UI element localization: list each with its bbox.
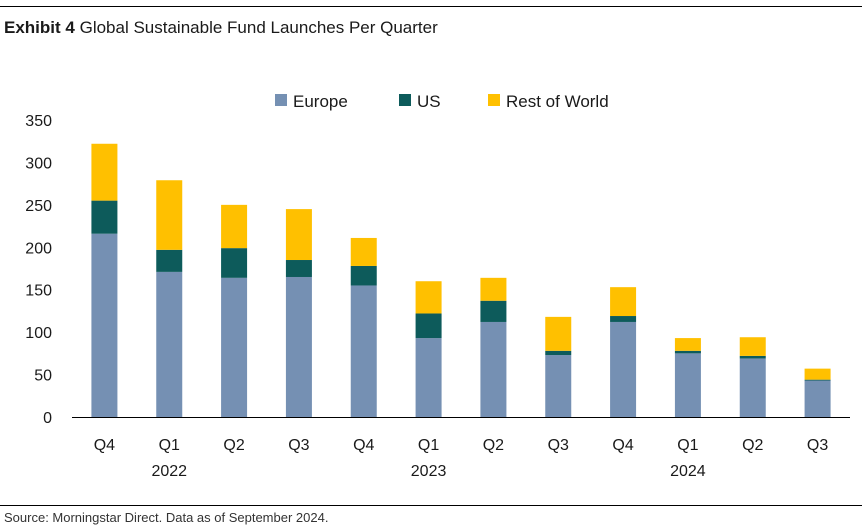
x-tick-label: Q3 <box>288 437 309 454</box>
x-tick-label: Q2 <box>223 437 244 454</box>
bar-rest-of-world <box>610 287 637 317</box>
y-tick-label: 50 <box>34 368 52 385</box>
bar-us <box>221 248 248 278</box>
bar-rest-of-world <box>804 368 831 380</box>
year-label: 2024 <box>670 463 706 480</box>
bar-europe <box>156 271 183 417</box>
bar-europe <box>739 358 766 417</box>
legend-label: Europe <box>293 92 348 111</box>
y-tick-label: 300 <box>25 155 52 172</box>
x-tick-label: Q4 <box>353 437 374 454</box>
y-tick-label: 350 <box>25 113 52 130</box>
legend-swatch <box>275 94 287 106</box>
bar-europe <box>91 233 118 417</box>
bottom-rule <box>0 505 862 506</box>
bar-rest-of-world <box>415 281 442 314</box>
bar-rest-of-world <box>156 180 183 250</box>
bar-rest-of-world <box>545 316 572 351</box>
bar-us <box>674 350 701 354</box>
x-tick-label: Q4 <box>94 437 115 454</box>
chart-title: Global Sustainable Fund Launches Per Qua… <box>79 18 438 37</box>
stacked-bar-chart: 0 50 100 150 200 250 300 350 Q4 Q1 Q2 Q3 Q4 Q1 Q2 Q3 Q4 Q… <box>25 92 850 480</box>
bar-us <box>480 300 507 322</box>
x-tick-label: Q2 <box>483 437 504 454</box>
bar-rest-of-world <box>350 237 377 266</box>
bar-europe <box>415 338 442 417</box>
x-tick-label: Q1 <box>159 437 180 454</box>
legend-label: Rest of World <box>506 92 609 111</box>
source-note: Source: Morningstar Direct. Data as of S… <box>4 510 329 525</box>
bar-rest-of-world <box>739 337 766 356</box>
bar-us <box>610 316 637 322</box>
x-tick-label: Q3 <box>548 437 569 454</box>
bar-rest-of-world <box>674 338 701 351</box>
bar-us <box>804 379 831 381</box>
bar-rest-of-world <box>480 277 507 301</box>
bar-europe <box>221 277 248 417</box>
bar-rest-of-world <box>221 204 248 249</box>
bar-europe <box>545 355 572 417</box>
legend-label: US <box>417 92 441 111</box>
x-tick-label: Q2 <box>742 437 763 454</box>
legend-swatch <box>488 94 500 106</box>
exhibit-number: Exhibit 4 <box>4 18 75 37</box>
year-label: 2022 <box>151 463 187 480</box>
bar-europe <box>350 285 377 417</box>
y-tick-label: 150 <box>25 283 52 300</box>
bar-us <box>350 265 377 286</box>
y-tick-label: 0 <box>43 410 52 427</box>
year-label: 2023 <box>411 463 447 480</box>
bar-rest-of-world <box>91 143 118 201</box>
x-tick-label: Q3 <box>807 437 828 454</box>
bar-rest-of-world <box>285 209 312 261</box>
x-tick-label: Q1 <box>677 437 698 454</box>
y-tick-label: 250 <box>25 198 52 215</box>
top-rule <box>0 6 862 7</box>
bar-europe <box>480 321 507 417</box>
bar-us <box>91 200 118 234</box>
bar-us <box>545 350 572 356</box>
bar-europe <box>285 276 312 417</box>
legend-swatch <box>399 94 411 106</box>
bar-us <box>739 355 766 359</box>
bar-europe <box>804 380 831 417</box>
bar-us <box>415 313 442 339</box>
x-tick-label: Q4 <box>612 437 633 454</box>
y-tick-label: 200 <box>25 240 52 257</box>
exhibit-title: Exhibit 4 Global Sustainable Fund Launch… <box>4 18 438 38</box>
bar-us <box>285 260 312 277</box>
bar-europe <box>610 321 637 417</box>
bar-us <box>156 249 183 272</box>
y-tick-label: 100 <box>25 325 52 342</box>
x-tick-label: Q1 <box>418 437 439 454</box>
bar-europe <box>674 353 701 417</box>
